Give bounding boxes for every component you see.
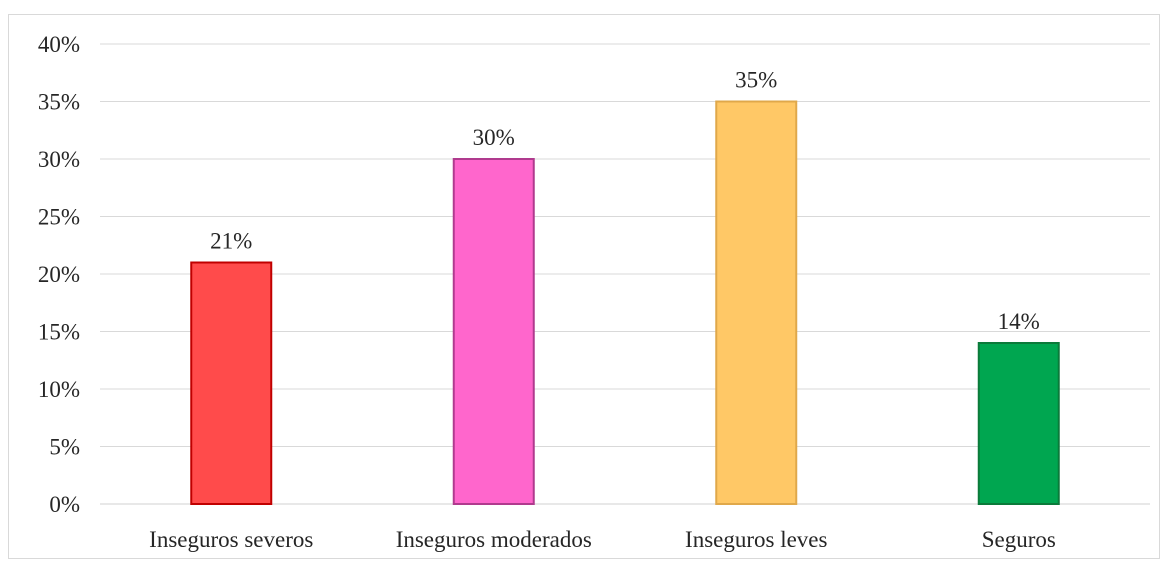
category-label: Inseguros leves — [685, 527, 827, 552]
y-tick-label: 5% — [49, 435, 80, 460]
bars — [190, 100, 1060, 505]
y-tick-label: 0% — [49, 492, 80, 517]
y-tick-label: 35% — [38, 90, 80, 115]
y-tick-label: 20% — [38, 262, 80, 287]
data-label: 35% — [735, 68, 777, 93]
y-axis-ticks: 0% 5% 10% 15% 20% 25% 30% 35% 40% — [38, 32, 80, 517]
y-tick-label: 25% — [38, 205, 80, 230]
category-label: Inseguros severos — [149, 527, 313, 552]
y-tick-label: 15% — [38, 320, 80, 345]
bar — [715, 100, 798, 505]
bar — [452, 158, 535, 505]
y-tick-label: 10% — [38, 377, 80, 402]
data-labels: 21% 30% 35% 14% — [210, 68, 1040, 335]
bar — [190, 261, 273, 505]
data-label: 21% — [210, 229, 252, 254]
category-label: Inseguros moderados — [396, 527, 592, 552]
data-label: 30% — [473, 125, 515, 150]
y-tick-label: 30% — [38, 147, 80, 172]
y-tick-label: 40% — [38, 32, 80, 57]
bar — [977, 342, 1060, 505]
gridlines — [100, 43, 1150, 505]
category-label: Seguros — [982, 527, 1056, 552]
data-label: 14% — [998, 309, 1040, 334]
x-axis-categories: Inseguros severos Inseguros moderados Inse… — [149, 527, 1056, 552]
